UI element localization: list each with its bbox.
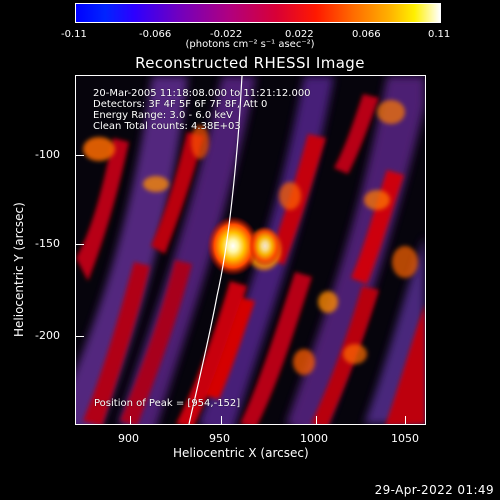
x-axis-tick-label: 1000 [300, 432, 328, 445]
colorbar-tick: -0.11 [61, 29, 87, 40]
y-axis-tick [76, 155, 84, 156]
clean-counts-text: Clean Total counts: 4.38E+03 [93, 121, 241, 132]
peak-emission [207, 216, 259, 276]
x-axis-tick [221, 416, 222, 424]
detectors-text: Detectors: 3F 4F 5F 6F 7F 8F, Att 0 [93, 99, 268, 110]
observation-info: 20-Mar-2005 11:18:08.000 to 11:21:12.000… [93, 88, 311, 132]
energy-range-text: Energy Range: 3.0 - 6.0 keV [93, 110, 233, 121]
colorbar-tick: -0.022 [210, 29, 243, 40]
image-emission-stripes [76, 94, 425, 424]
x-axis-label: Heliocentric X (arcsec) [173, 446, 309, 460]
colorbar-tick: 0.11 [428, 29, 451, 40]
x-axis-tick-label: 950 [209, 432, 230, 445]
timestamp: 29-Apr-2022 01:49 [374, 483, 494, 497]
image-bright-features [83, 100, 418, 375]
x-axis-tick [316, 416, 317, 424]
peak-position-text: Position of Peak = [954,-152] [94, 398, 241, 409]
secondary-emission [249, 226, 281, 266]
solar-limb-line [188, 76, 243, 424]
colorbar [75, 3, 441, 23]
y-axis-tick [76, 336, 84, 337]
y-axis-label: Heliocentric Y (arcsec) [12, 202, 26, 337]
y-axis-tick [76, 244, 84, 245]
y-axis-tick-label: -200 [35, 329, 60, 342]
y-axis-tick-label: -150 [35, 237, 60, 250]
x-axis-tick [405, 416, 406, 424]
colorbar-tick: -0.066 [139, 29, 172, 40]
colorbar-units: (photons cm⁻² s⁻¹ asec⁻²) [185, 39, 315, 50]
colorbar-tick: 0.022 [285, 29, 314, 40]
rhessi-image [76, 76, 425, 424]
y-axis-tick-label: -100 [35, 148, 60, 161]
x-axis-tick-label: 900 [118, 432, 139, 445]
x-axis-tick-label: 1050 [391, 432, 419, 445]
x-axis-tick [130, 416, 131, 424]
page-title: Reconstructed RHESSI Image [135, 54, 365, 72]
colorbar-tick: 0.066 [352, 29, 381, 40]
time-range-text: 20-Mar-2005 11:18:08.000 to 11:21:12.000 [93, 88, 311, 99]
image-plot [75, 75, 426, 425]
